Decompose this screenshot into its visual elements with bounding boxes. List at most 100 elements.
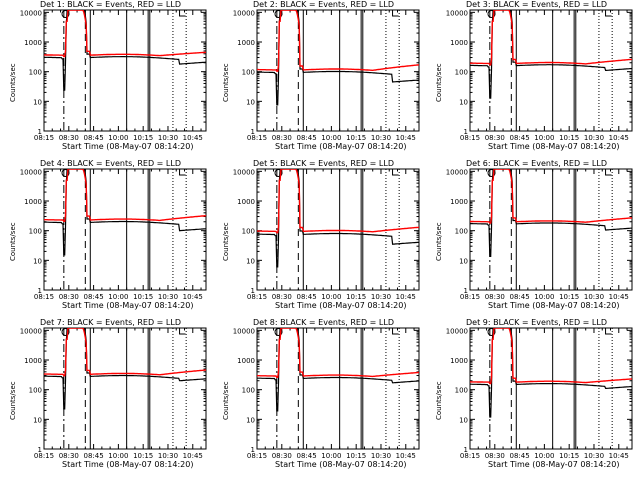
peak-circle-marker bbox=[487, 328, 496, 336]
lld-series-line bbox=[44, 328, 206, 377]
lld-series-line bbox=[44, 10, 206, 58]
x-axis-label: Start Time (08-May-07 08:14:20) bbox=[488, 460, 620, 469]
events-series-line bbox=[257, 10, 419, 106]
y-tick-label: 10 bbox=[33, 416, 42, 424]
x-tick-label: 08:15 bbox=[247, 134, 267, 142]
x-tick-label: 10:15 bbox=[346, 134, 366, 142]
x-tick-label: 10:00 bbox=[534, 134, 554, 142]
y-tick-label: 1000 bbox=[450, 198, 468, 206]
x-tick-label: 08:15 bbox=[34, 452, 54, 460]
chart-title: Det 8: BLACK = Events, RED = LLD bbox=[253, 318, 394, 327]
lld-series-line bbox=[470, 10, 632, 66]
chart-title: Det 7: BLACK = Events, RED = LLD bbox=[40, 318, 181, 327]
y-tick-label: 10 bbox=[459, 98, 468, 106]
plot-frame bbox=[256, 327, 420, 450]
y-tick-label: 100 bbox=[455, 69, 468, 77]
plot-frame bbox=[43, 327, 207, 450]
y-tick-label: 1 bbox=[38, 446, 42, 454]
y-tick-label: 10000 bbox=[446, 327, 468, 335]
plot-frame bbox=[469, 168, 633, 291]
chart-title: Det 1: BLACK = Events, RED = LLD bbox=[40, 0, 181, 9]
x-tick-label: 08:30 bbox=[272, 452, 292, 460]
x-tick-label: 10:45 bbox=[183, 134, 203, 142]
y-tick-label: 1 bbox=[464, 287, 468, 295]
chart-title: Det 3: BLACK = Events, RED = LLD bbox=[466, 0, 607, 9]
step-marker bbox=[605, 328, 612, 335]
x-tick-label: 08:15 bbox=[247, 293, 267, 301]
y-tick-label: 10 bbox=[246, 416, 255, 424]
x-tick-label: 10:15 bbox=[346, 452, 366, 460]
x-tick-label: 10:15 bbox=[559, 134, 579, 142]
y-tick-label: 1000 bbox=[24, 357, 42, 365]
y-tick-label: 1000 bbox=[237, 198, 255, 206]
events-series-line bbox=[44, 10, 206, 91]
y-tick-label: 10000 bbox=[233, 168, 255, 176]
y-tick-label: 1000 bbox=[450, 39, 468, 47]
y-tick-label: 10000 bbox=[20, 168, 42, 176]
x-tick-label: 08:45 bbox=[83, 134, 103, 142]
y-tick-label: 10000 bbox=[233, 9, 255, 17]
y-tick-label: 1 bbox=[251, 287, 255, 295]
y-tick-label: 10000 bbox=[20, 327, 42, 335]
x-tick-label: 08:30 bbox=[485, 452, 505, 460]
y-tick-label: 10000 bbox=[446, 9, 468, 17]
y-tick-label: 1 bbox=[38, 287, 42, 295]
y-tick-label: 10 bbox=[459, 416, 468, 424]
lld-series-line bbox=[470, 169, 632, 224]
x-tick-label: 10:45 bbox=[609, 293, 629, 301]
chart-title: Det 2: BLACK = Events, RED = LLD bbox=[253, 0, 394, 9]
x-tick-label: 10:15 bbox=[133, 452, 153, 460]
peak-circle-marker bbox=[274, 169, 283, 177]
x-tick-label: 10:30 bbox=[158, 293, 178, 301]
plot-frame bbox=[256, 9, 420, 132]
events-series-line bbox=[470, 10, 632, 99]
y-axis-label: Counts/sec bbox=[435, 63, 443, 102]
x-tick-label: 10:00 bbox=[534, 452, 554, 460]
x-axis-label: Start Time (08-May-07 08:14:20) bbox=[275, 301, 407, 310]
x-tick-label: 08:30 bbox=[272, 134, 292, 142]
y-tick-label: 1000 bbox=[237, 39, 255, 47]
y-tick-label: 10000 bbox=[20, 9, 42, 17]
x-tick-label: 08:45 bbox=[509, 293, 529, 301]
x-tick-label: 08:45 bbox=[296, 134, 316, 142]
x-tick-label: 10:30 bbox=[584, 134, 604, 142]
x-tick-label: 08:15 bbox=[460, 293, 480, 301]
peak-circle-marker bbox=[487, 169, 496, 177]
y-tick-label: 100 bbox=[242, 69, 255, 77]
peak-circle-marker bbox=[274, 10, 283, 18]
peak-circle-marker bbox=[61, 169, 70, 177]
y-tick-label: 1000 bbox=[237, 357, 255, 365]
y-tick-label: 10 bbox=[459, 257, 468, 265]
x-tick-label: 08:30 bbox=[485, 134, 505, 142]
x-tick-label: 08:30 bbox=[59, 452, 79, 460]
y-tick-label: 100 bbox=[455, 228, 468, 236]
events-series-line bbox=[257, 328, 419, 412]
x-tick-label: 10:15 bbox=[559, 452, 579, 460]
peak-circle-marker bbox=[61, 10, 70, 18]
events-series-line bbox=[44, 169, 206, 256]
y-tick-label: 1 bbox=[251, 128, 255, 136]
step-marker bbox=[179, 10, 186, 17]
x-axis-label: Start Time (08-May-07 08:14:20) bbox=[62, 460, 194, 469]
x-tick-label: 10:00 bbox=[321, 134, 341, 142]
peak-circle-marker bbox=[61, 328, 70, 336]
y-axis-label: Counts/sec bbox=[9, 63, 17, 102]
y-tick-label: 100 bbox=[455, 387, 468, 395]
x-tick-label: 10:45 bbox=[183, 293, 203, 301]
y-axis-label: Counts/sec bbox=[435, 381, 443, 420]
y-tick-label: 10 bbox=[246, 98, 255, 106]
x-tick-label: 08:45 bbox=[296, 293, 316, 301]
y-tick-label: 10000 bbox=[233, 327, 255, 335]
x-tick-label: 08:30 bbox=[59, 293, 79, 301]
x-tick-label: 08:15 bbox=[460, 134, 480, 142]
events-series-line bbox=[470, 328, 632, 418]
x-tick-label: 10:30 bbox=[158, 134, 178, 142]
y-tick-label: 1 bbox=[464, 446, 468, 454]
x-tick-label: 10:45 bbox=[609, 134, 629, 142]
peak-circle-marker bbox=[274, 328, 283, 336]
y-tick-label: 10 bbox=[246, 257, 255, 265]
x-tick-label: 08:45 bbox=[296, 452, 316, 460]
y-tick-label: 10 bbox=[33, 98, 42, 106]
y-axis-label: Counts/sec bbox=[222, 381, 230, 420]
y-axis-label: Counts/sec bbox=[222, 222, 230, 261]
